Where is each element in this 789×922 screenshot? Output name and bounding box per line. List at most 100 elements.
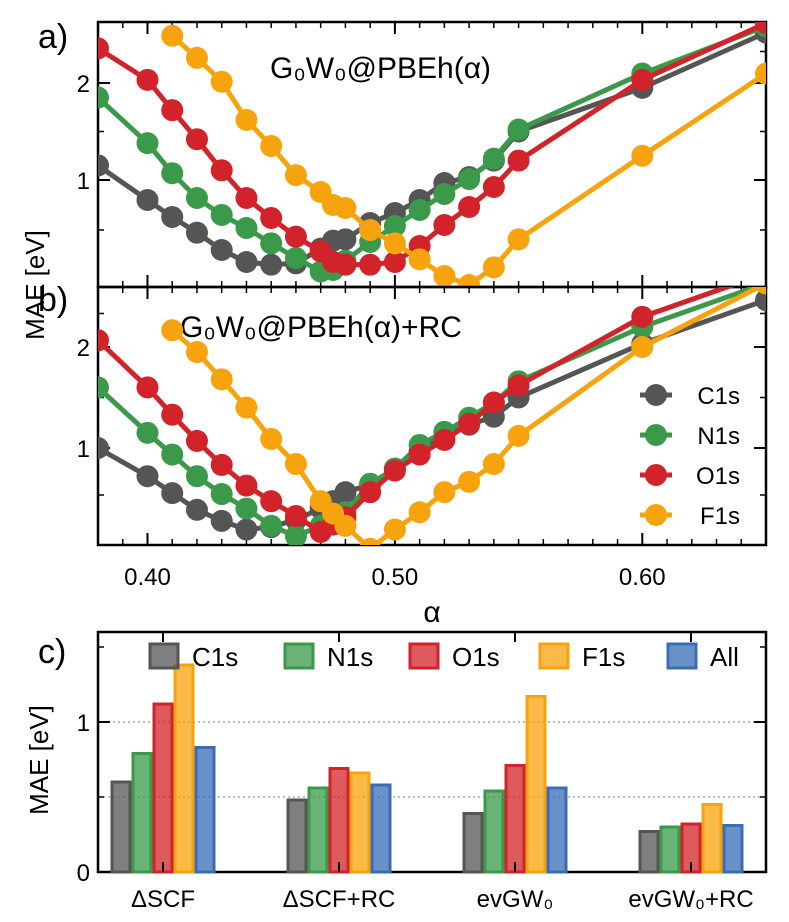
data-point-C1s: [185, 221, 208, 244]
data-point-O1s: [284, 225, 307, 248]
data-point-C1s: [185, 498, 208, 521]
data-point-N1s: [482, 147, 505, 170]
legend-label-F1s: F1s: [700, 503, 740, 530]
data-point-O1s: [161, 403, 184, 426]
data-point-N1s: [161, 443, 184, 466]
data-point-O1s: [210, 159, 233, 182]
data-point-F1s: [755, 287, 766, 295]
data-point-F1s: [458, 470, 481, 493]
data-point-O1s: [482, 176, 505, 198]
data-point-N1s: [458, 168, 481, 191]
data-point-O1s: [185, 128, 208, 151]
panel-c-x-ticks: ΔSCF ΔSCF+RC evGW₀ evGW₀+RC: [131, 632, 754, 913]
legend-label-N1s: N1s: [697, 423, 740, 450]
legend-marker-O1s: [645, 464, 667, 486]
legend-marker-N1s: [645, 424, 667, 446]
data-point-F1s: [235, 396, 258, 419]
data-point-O1s: [185, 429, 208, 452]
legend-swatch-C1s: [148, 642, 180, 670]
data-point-O1s: [136, 376, 159, 399]
data-point-C1s: [755, 289, 766, 312]
data-point-O1s: [482, 391, 505, 414]
data-point-O1s: [408, 443, 431, 466]
panel-a-series: [98, 22, 766, 287]
bar-O1s: [504, 764, 526, 874]
data-point-F1s: [383, 518, 406, 541]
data-point-F1s: [408, 501, 431, 524]
category-label: ΔSCF: [131, 886, 195, 913]
data-point-C1s: [260, 253, 283, 276]
data-point-F1s: [185, 46, 208, 69]
data-point-F1s: [383, 232, 406, 255]
category-label: ΔSCF+RC: [283, 886, 396, 913]
data-point-F1s: [755, 62, 766, 85]
data-point-C1s: [334, 481, 357, 504]
legend-label-C1s: C1s: [697, 383, 740, 410]
data-point-O1s: [359, 481, 382, 504]
data-point-O1s: [631, 305, 654, 328]
x-tick-label: 0.40: [124, 564, 171, 591]
data-point-F1s: [284, 164, 307, 187]
x-tick-label: 0.50: [372, 564, 419, 591]
data-point-N1s: [136, 421, 159, 444]
y-tick-label: 1: [77, 710, 90, 737]
category-label: evGW₀: [477, 886, 554, 913]
panel-b-title: G₀W₀@PBEh(α)+RC: [180, 311, 462, 344]
legend-label-C1s: C1s: [192, 642, 238, 672]
panel-c: c) MAE [eV] 01 ΔSCF ΔSCF+RC evGW₀ evGW₀+RC …: [24, 630, 768, 913]
data-point-N1s: [161, 162, 184, 185]
panel-b-series: [98, 287, 766, 545]
data-point-F1s: [433, 265, 456, 287]
bar-C1s: [110, 780, 132, 874]
data-point-N1s: [284, 525, 307, 545]
top-x-axis-label: α: [423, 596, 440, 629]
data-point-O1s: [433, 428, 456, 451]
data-point-N1s: [260, 514, 283, 537]
data-point-N1s: [260, 232, 283, 255]
legend-swatch-O1s: [408, 642, 440, 670]
data-point-O1s: [98, 329, 109, 352]
panel-c-legend: C1s N1s O1s F1s All: [148, 642, 739, 672]
data-point-N1s: [210, 483, 233, 506]
data-point-F1s: [210, 368, 233, 391]
data-point-F1s: [260, 427, 283, 450]
panel-a-title: G₀W₀@PBEh(α): [270, 52, 491, 85]
legend-swatch-N1s: [283, 642, 315, 670]
data-point-N1s: [98, 86, 109, 109]
data-point-C1s: [334, 228, 357, 251]
bar-N1s: [307, 786, 329, 874]
data-point-O1s: [383, 459, 406, 482]
data-point-N1s: [433, 183, 456, 205]
data-point-C1s: [98, 437, 109, 459]
bar-C1s: [462, 812, 484, 874]
data-point-F1s: [359, 537, 381, 545]
data-point-F1s: [235, 108, 258, 131]
data-point-N1s: [185, 465, 208, 488]
bar-F1s: [349, 771, 371, 874]
data-point-N1s: [507, 118, 530, 141]
bar-F1s: [525, 695, 547, 874]
data-point-F1s: [507, 228, 530, 251]
data-point-N1s: [235, 497, 258, 520]
bar-All: [722, 824, 744, 874]
legend-label-All: All: [710, 642, 739, 672]
panel-c-y-ticks: 01: [77, 646, 766, 887]
data-point-F1s: [260, 135, 283, 158]
data-point-F1s: [482, 256, 505, 279]
data-point-N1s: [284, 247, 307, 269]
data-point-O1s: [507, 149, 530, 172]
panel-a: a) G₀W₀@PBEh(α) 1 2: [38, 18, 768, 289]
data-point-O1s: [161, 99, 184, 122]
data-point-O1s: [359, 253, 382, 276]
bar-O1s: [152, 702, 174, 874]
data-point-F1s: [161, 24, 184, 47]
bar-C1s: [638, 830, 660, 874]
bar-F1s: [173, 663, 195, 874]
data-point-N1s: [408, 199, 431, 221]
data-point-F1s: [161, 319, 184, 342]
legend-label-N1s: N1s: [327, 642, 373, 672]
data-point-F1s: [334, 514, 357, 537]
data-point-C1s: [210, 509, 233, 532]
data-point-F1s: [334, 197, 357, 219]
panel-b-legend: C1s N1s O1s F1s: [640, 383, 740, 530]
